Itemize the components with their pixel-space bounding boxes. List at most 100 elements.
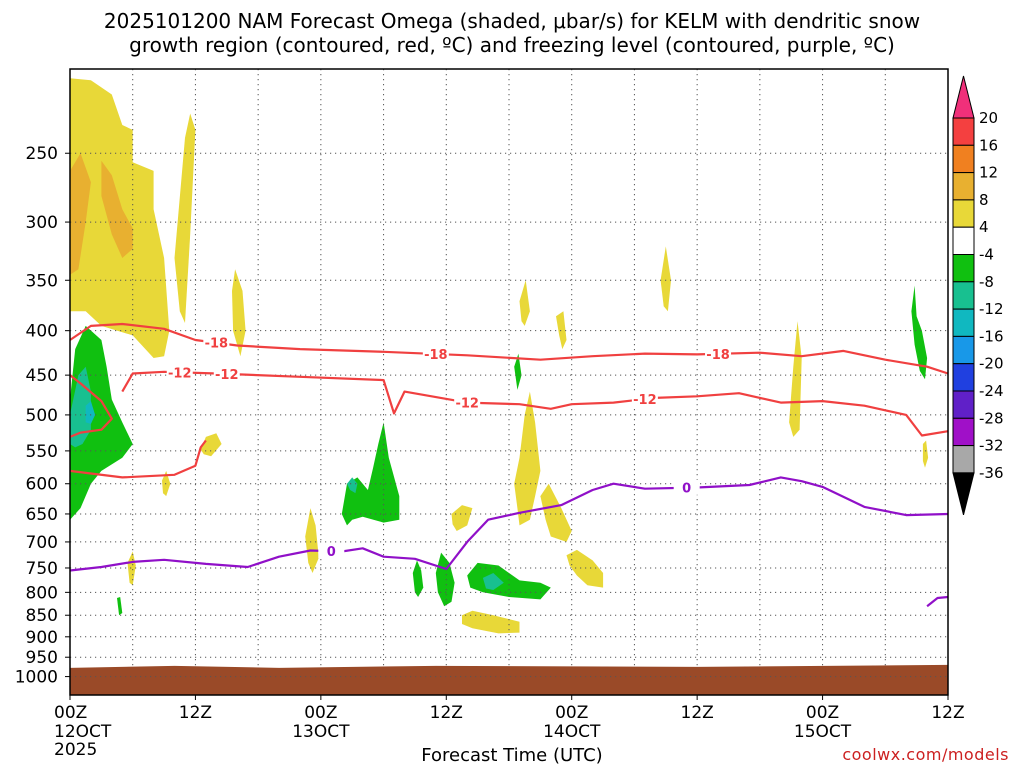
terrain-layer bbox=[70, 664, 948, 695]
contour-label-bg bbox=[203, 334, 230, 350]
contour-label-bg bbox=[673, 479, 700, 495]
contour-label--18: -18 bbox=[706, 348, 730, 363]
x-tick-label-0: 00Z bbox=[54, 703, 87, 723]
contour-0 bbox=[69, 476, 949, 572]
omega-shade-region-3 bbox=[70, 153, 91, 275]
colorbar-label--8: -8 bbox=[979, 273, 994, 291]
y-tick-label-400: 400 bbox=[26, 322, 58, 342]
x-date-label-48: 14OCT bbox=[543, 722, 601, 742]
colorbar-label-8: 8 bbox=[979, 191, 989, 209]
chart-title-line2: growth region (contoured, red, ºC) and f… bbox=[129, 33, 895, 57]
colorbar-label--32: -32 bbox=[979, 437, 1004, 455]
omega-shade-region-19 bbox=[482, 573, 504, 590]
colorbar-swatch-6 bbox=[952, 254, 975, 283]
colorbar-top-arrow bbox=[952, 75, 975, 119]
omega-shade-region-20 bbox=[451, 505, 473, 531]
colorbar-swatch-13 bbox=[952, 445, 975, 474]
y-tick-label-600: 600 bbox=[26, 475, 58, 495]
contour-label--12: -12 bbox=[215, 368, 239, 383]
colorbar-label--4: -4 bbox=[979, 246, 994, 264]
y-tick-label-900: 900 bbox=[26, 628, 58, 648]
contour--12b bbox=[69, 374, 113, 438]
colorbar-swatch-9 bbox=[952, 335, 975, 365]
colorbar-label--28: -28 bbox=[979, 409, 1004, 427]
contour-label-bg bbox=[631, 391, 658, 407]
contour-0b bbox=[926, 595, 949, 608]
omega-shade-region-31 bbox=[922, 440, 929, 468]
colorbar-label-20: 20 bbox=[979, 109, 998, 127]
y-tick-label-250: 250 bbox=[26, 144, 58, 164]
y-axis: 2503003504004505005506006507007508008509… bbox=[15, 144, 70, 688]
y-tick-label-1000: 1000 bbox=[15, 668, 58, 688]
colorbar-swatch-5 bbox=[952, 226, 975, 255]
credit-link[interactable]: coolwx.com/models bbox=[842, 745, 1009, 764]
omega-shade-region-23 bbox=[556, 311, 567, 350]
x-tick-label-72: 00Z bbox=[806, 703, 839, 723]
y-tick-label-850: 850 bbox=[26, 606, 58, 626]
omega-shade-region-30 bbox=[911, 285, 928, 380]
terrain-fill bbox=[70, 664, 948, 695]
contour-label--12: -12 bbox=[633, 393, 657, 408]
colorbar-swatch-3 bbox=[952, 172, 975, 201]
omega-shade-region-21 bbox=[462, 610, 520, 634]
contour-label-bg bbox=[318, 543, 345, 559]
contour-label-0: 0 bbox=[327, 545, 336, 560]
x-date-label-72: 15OCT bbox=[794, 722, 852, 742]
x-tick-label-36: 12Z bbox=[430, 703, 463, 723]
omega-shade-region-26 bbox=[566, 549, 604, 588]
omega-shade-region-2 bbox=[174, 113, 196, 323]
x-tick-label-48: 00Z bbox=[555, 703, 588, 723]
x-axis-title: Forecast Time (UTC) bbox=[421, 745, 603, 766]
x-tick-label-84: 12Z bbox=[931, 703, 964, 723]
colorbar-swatch-1 bbox=[952, 117, 975, 146]
contour-label-bg bbox=[213, 365, 240, 381]
colorbar-label-12: 12 bbox=[979, 164, 998, 182]
colorbar-label--16: -16 bbox=[979, 327, 1004, 345]
omega-shade-region-18 bbox=[467, 562, 551, 600]
colorbar-swatch-7 bbox=[952, 281, 975, 310]
omega-shade-region-15 bbox=[305, 508, 319, 573]
omega-shade-region-29 bbox=[789, 321, 802, 437]
omega-shading-layer bbox=[70, 78, 929, 634]
contour-label--18: -18 bbox=[424, 348, 448, 363]
omega-shade-region-13 bbox=[341, 422, 400, 526]
plot-frame bbox=[69, 68, 949, 696]
contour-label-bg bbox=[454, 394, 481, 410]
omega-shade-region-24 bbox=[514, 391, 541, 526]
y-tick-label-500: 500 bbox=[26, 406, 58, 426]
colorbar-swatch-2 bbox=[952, 144, 975, 174]
contour-layer: -18 -18 -18 -12 -12 -12 -12 0 0 bbox=[69, 322, 949, 608]
colorbar-bottom-arrow bbox=[952, 472, 975, 516]
y-tick-label-800: 800 bbox=[26, 583, 58, 603]
contour-label--18: -18 bbox=[205, 337, 229, 352]
contour--12c bbox=[69, 439, 207, 479]
plot-border bbox=[69, 68, 949, 696]
omega-shade-region-16 bbox=[412, 560, 424, 597]
x-year-label: 2025 bbox=[54, 740, 97, 760]
chart-title-line1: 2025101200 NAM Forecast Omega (shaded, μ… bbox=[103, 9, 921, 33]
omega-shade-region-14 bbox=[347, 477, 358, 494]
y-tick-label-350: 350 bbox=[26, 271, 58, 291]
contour--12 bbox=[121, 370, 949, 437]
contour-label-0: 0 bbox=[682, 482, 691, 497]
contour-label-bg bbox=[166, 364, 193, 380]
colorbar-label--24: -24 bbox=[979, 382, 1004, 400]
y-tick-label-700: 700 bbox=[26, 533, 58, 553]
contour-label-bg bbox=[705, 345, 732, 361]
colorbar-label--20: -20 bbox=[979, 355, 1004, 373]
y-tick-label-950: 950 bbox=[26, 648, 58, 668]
colorbar-swatch-10 bbox=[952, 363, 975, 392]
omega-shade-region-7 bbox=[85, 401, 96, 424]
omega-shade-region-28 bbox=[660, 246, 671, 312]
y-tick-label-550: 550 bbox=[26, 442, 58, 462]
omega-shade-region-27 bbox=[514, 353, 522, 390]
colorbar-swatch-11 bbox=[952, 390, 975, 419]
x-date-label-0: 12OCT bbox=[54, 722, 112, 742]
x-tick-label-24: 00Z bbox=[304, 703, 337, 723]
colorbar-swatch-4 bbox=[952, 199, 975, 228]
omega-shade-region-11 bbox=[127, 551, 136, 586]
contour--18 bbox=[69, 322, 949, 375]
colorbar-label--12: -12 bbox=[979, 300, 1004, 318]
omega-shade-region-8 bbox=[232, 269, 246, 357]
